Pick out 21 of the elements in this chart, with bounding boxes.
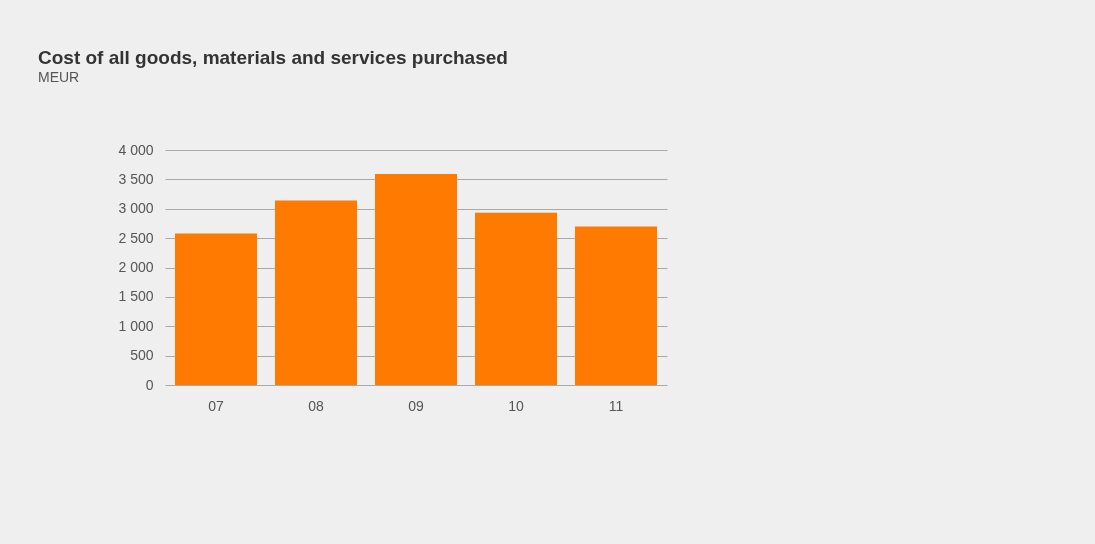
y-tick-label: 1 500 bbox=[118, 288, 154, 305]
bar bbox=[475, 212, 557, 385]
x-tick-label: 10 bbox=[508, 397, 524, 414]
y-tick-label: 3 500 bbox=[118, 170, 154, 187]
y-tick-label: 3 000 bbox=[118, 200, 154, 217]
y-tick-label: 2 500 bbox=[118, 229, 154, 246]
y-tick-label: 0 bbox=[145, 376, 154, 393]
bar bbox=[375, 174, 457, 385]
y-tick-label: 500 bbox=[130, 347, 154, 364]
bar bbox=[175, 233, 257, 385]
x-tick-label: 07 bbox=[208, 397, 224, 414]
y-tick-label: 1 000 bbox=[118, 317, 154, 334]
x-tick-label: 08 bbox=[308, 397, 324, 414]
y-tick-label: 2 000 bbox=[118, 259, 154, 275]
chart-subtitle: MEUR bbox=[38, 69, 80, 85]
x-tick-label: 09 bbox=[408, 397, 424, 414]
bar bbox=[575, 226, 657, 385]
y-tick-label: 4 000 bbox=[118, 141, 154, 158]
x-tick-label: 11 bbox=[608, 397, 624, 414]
bar bbox=[275, 200, 357, 385]
chart-title: Cost of all goods, materials and services purchased bbox=[38, 47, 508, 68]
